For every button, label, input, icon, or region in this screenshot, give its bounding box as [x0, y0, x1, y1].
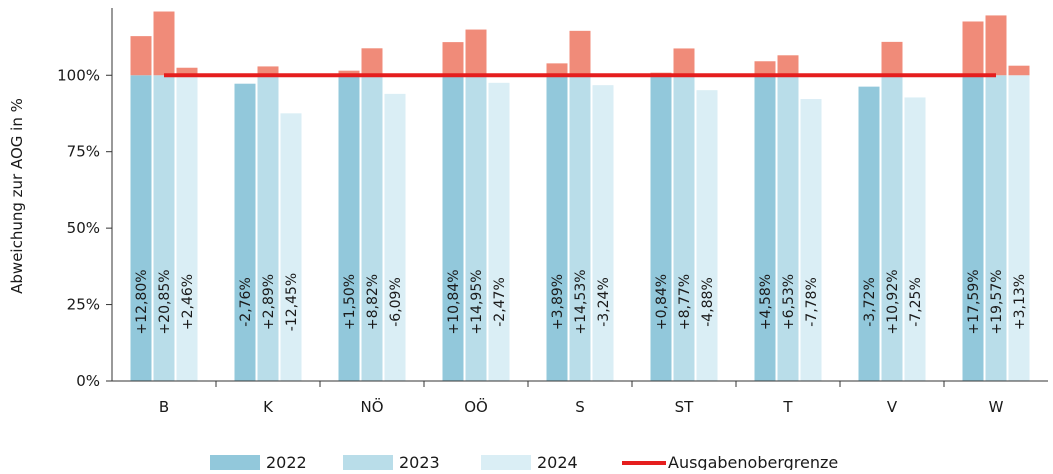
y-tick-label: 100%: [57, 66, 100, 84]
data-label-2024-K: -12,45%: [284, 273, 300, 331]
data-label-2024-T: -7,78%: [804, 277, 820, 327]
bar-excess-2022-S: [546, 63, 568, 76]
bar-excess-2023-OÖ: [465, 29, 487, 76]
data-label-2023-ST: +8,77%: [677, 274, 693, 330]
data-label-2023-B: +20,85%: [157, 269, 173, 334]
bar-excess-2023-T: [777, 55, 799, 76]
legend: 2022 2023 2024 Ausgabenobergrenze: [210, 453, 838, 472]
bar-2023-S: [569, 75, 591, 381]
data-label-2022-T: +4,58%: [758, 274, 774, 330]
data-label-2022-K: -2,76%: [238, 277, 254, 327]
data-label-2022-S: +3,89%: [550, 274, 566, 330]
bar-excess-2023-ST: [673, 48, 695, 76]
bar-2022-ST: [650, 75, 672, 381]
data-label-2022-B: +12,80%: [134, 269, 150, 334]
x-tick-label: NÖ: [360, 397, 383, 416]
x-tick-label: S: [575, 398, 585, 416]
legend-label: 2022: [266, 453, 307, 470]
data-label-2023-T: +6,53%: [781, 274, 797, 330]
bar-2024-T: [800, 99, 822, 381]
bar-2022-K: [234, 83, 256, 381]
bar-2023-K: [257, 75, 279, 381]
axes-group: B K NÖ OÖ S ST T V W 0% 25% 50% 75% 100%: [57, 8, 1048, 416]
y-axis-title: Abweichung zur AOG in %: [8, 98, 26, 294]
legend-label: 2023: [399, 453, 440, 470]
x-tick-label: B: [159, 398, 169, 416]
y-tick-label: 0%: [76, 372, 100, 390]
bar-2023-B: [153, 75, 175, 381]
data-label-2023-V: +10,92%: [885, 269, 901, 334]
bar-2023-W: [985, 75, 1007, 381]
bar-2022-OÖ: [442, 75, 464, 381]
bar-excess-2022-NÖ: [338, 70, 360, 76]
bar-excess-2023-V: [881, 41, 903, 76]
data-label-2023-K: +2,89%: [261, 274, 277, 330]
legend-swatch-2022: [210, 455, 260, 470]
y-tick-label: 75%: [67, 143, 100, 161]
data-label-2024-ST: -4,88%: [700, 277, 716, 327]
bar-2022-B: [130, 75, 152, 381]
bar-2024-W: [1008, 75, 1030, 381]
data-label-2022-W: +17,59%: [966, 269, 982, 334]
data-label-2022-NÖ: +1,50%: [342, 274, 358, 330]
bar-excess-2022-T: [754, 61, 776, 76]
data-label-2022-OÖ: +10,84%: [446, 269, 462, 334]
bar-excess-2022-W: [962, 21, 984, 76]
x-tick-label: T: [782, 398, 793, 416]
x-tick-label: OÖ: [464, 397, 488, 416]
data-labels-group: +12,80% +20,85% +2,46% -2,76% +2,89% -12,45% +…: [134, 269, 1028, 334]
data-label-2022-ST: +0,84%: [654, 274, 670, 330]
data-label-2024-OÖ: -2,47%: [492, 277, 508, 327]
data-label-2022-V: -3,72%: [862, 277, 878, 327]
bar-excess-2024-B: [176, 67, 198, 76]
bar-excess-2022-B: [130, 36, 152, 76]
bar-2023-V: [881, 75, 903, 381]
legend-swatch-2024: [481, 455, 531, 470]
bar-2024-V: [904, 97, 926, 381]
bars-group: [130, 11, 1030, 382]
bar-excess-2023-S: [569, 30, 591, 76]
data-label-2023-S: +14,53%: [573, 269, 589, 334]
bar-2024-S: [592, 85, 614, 381]
bar-excess-2023-NÖ: [361, 48, 383, 76]
legend-label: 2024: [537, 453, 578, 470]
bar-2023-NÖ: [361, 75, 383, 381]
data-label-2023-OÖ: +14,95%: [469, 269, 485, 334]
legend-swatch-2023: [343, 455, 393, 470]
y-tick-label: 25%: [67, 296, 100, 314]
bar-excess-2023-K: [257, 66, 279, 76]
legend-label: Ausgabenobergrenze: [668, 453, 838, 470]
bar-2023-ST: [673, 75, 695, 381]
bar-excess-2022-OÖ: [442, 42, 464, 76]
bar-2022-T: [754, 75, 776, 381]
bar-2022-V: [858, 86, 880, 381]
x-tick-label: ST: [675, 398, 695, 416]
bar-2022-S: [546, 75, 568, 381]
bar-excess-2023-B: [153, 11, 175, 76]
x-tick-label: V: [887, 398, 898, 416]
bar-2022-NÖ: [338, 75, 360, 381]
bar-2022-W: [962, 75, 984, 381]
bar-2024-ST: [696, 90, 718, 381]
bar-excess-2024-W: [1008, 65, 1030, 76]
y-tick-label: 50%: [67, 219, 100, 237]
data-label-2024-B: +2,46%: [180, 274, 196, 330]
x-tick-label: K: [263, 398, 274, 416]
data-label-2024-NÖ: -6,09%: [388, 277, 404, 327]
bar-2024-B: [176, 75, 198, 381]
bar-2023-T: [777, 75, 799, 381]
bar-2024-NÖ: [384, 93, 406, 382]
bar-2024-OÖ: [488, 82, 510, 381]
data-label-2024-V: -7,25%: [908, 277, 924, 327]
data-label-2024-S: -3,24%: [596, 277, 612, 327]
bar-excess-2023-W: [985, 15, 1007, 76]
bar-2024-K: [280, 113, 302, 382]
data-label-2024-W: +3,13%: [1012, 274, 1028, 330]
bar-2023-OÖ: [465, 75, 487, 381]
data-label-2023-W: +19,57%: [989, 269, 1005, 334]
x-tick-label: W: [989, 398, 1004, 416]
data-label-2023-NÖ: +8,82%: [365, 274, 381, 330]
